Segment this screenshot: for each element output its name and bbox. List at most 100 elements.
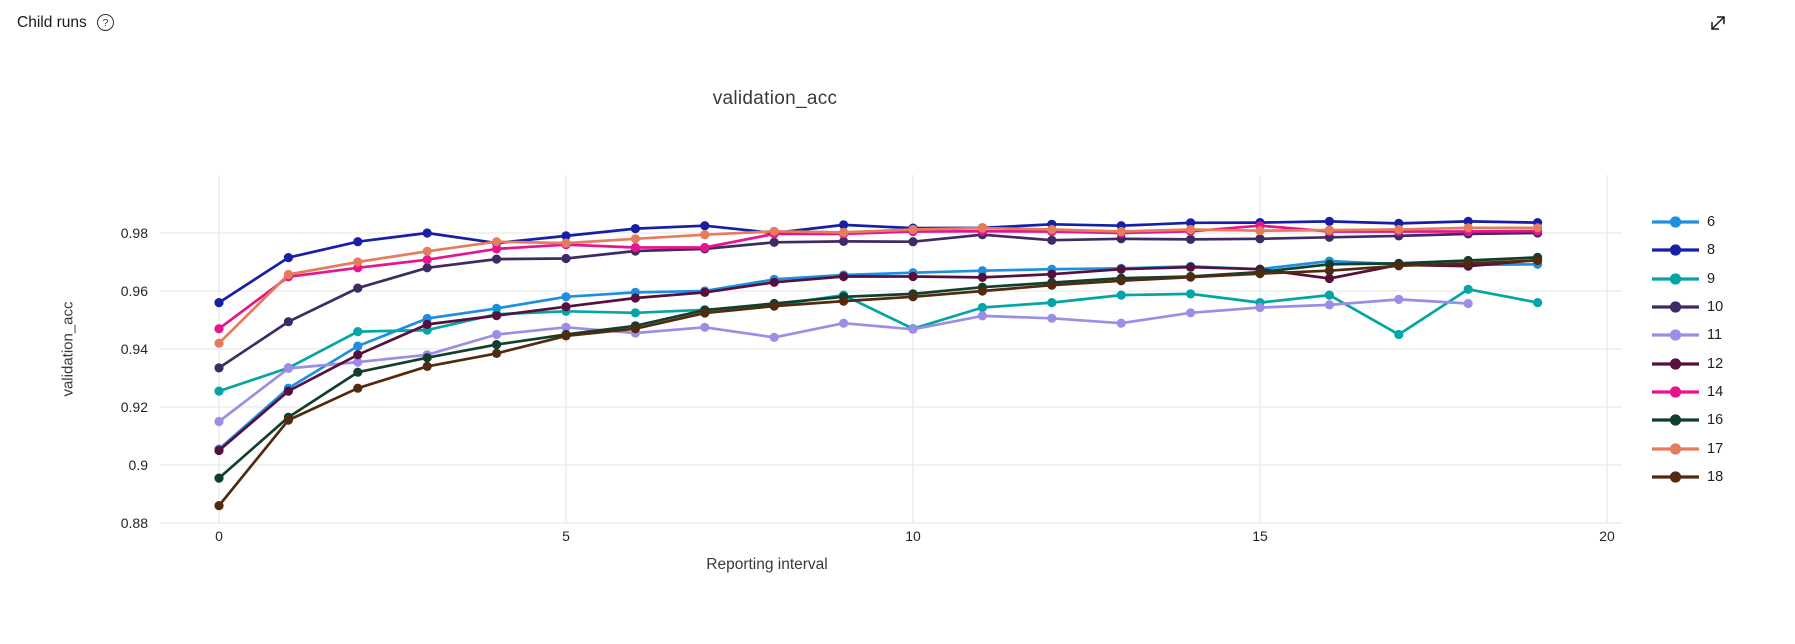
series-marker-18[interactable] (1186, 272, 1196, 282)
series-marker-9[interactable] (1116, 290, 1126, 300)
series-marker-17[interactable] (1463, 223, 1473, 233)
series-marker-10[interactable] (353, 283, 363, 293)
series-marker-16[interactable] (214, 473, 224, 483)
series-marker-18[interactable] (1463, 258, 1473, 268)
series-line-11[interactable] (217, 298, 1470, 423)
legend-item-10[interactable]: 10 (1652, 293, 1723, 321)
series-marker-18[interactable] (353, 383, 363, 393)
series-marker-17[interactable] (977, 223, 988, 233)
series-marker-17[interactable] (769, 226, 779, 236)
series-line-16[interactable] (217, 256, 1539, 480)
series-marker-11[interactable] (1463, 298, 1473, 309)
series-marker-17[interactable] (353, 257, 363, 267)
series-marker-12[interactable] (283, 386, 293, 396)
series-marker-12[interactable] (1324, 273, 1334, 284)
series-marker-9[interactable] (1324, 290, 1334, 300)
series-marker-10[interactable] (422, 263, 432, 273)
legend-item-12[interactable]: 12 (1652, 349, 1723, 377)
series-marker-18[interactable] (561, 331, 571, 341)
series-marker-18[interactable] (1047, 280, 1057, 290)
series-marker-12[interactable] (422, 319, 432, 329)
series-marker-12[interactable] (353, 350, 363, 360)
series-marker-18[interactable] (977, 286, 988, 296)
series-marker-9[interactable] (1394, 329, 1404, 340)
series-marker-17[interactable] (492, 237, 502, 247)
help-icon[interactable]: ? (97, 14, 114, 31)
series-marker-8[interactable] (1463, 216, 1473, 226)
series-marker-18[interactable] (1116, 276, 1126, 286)
series-marker-17[interactable] (908, 224, 918, 235)
series-marker-6[interactable] (977, 266, 988, 276)
series-marker-10[interactable] (561, 253, 571, 264)
legend-item-8[interactable]: 8 (1652, 236, 1723, 264)
series-marker-12[interactable] (977, 272, 988, 282)
series-line-12[interactable] (217, 258, 1539, 452)
series-line-6[interactable] (217, 259, 1539, 451)
series-marker-18[interactable] (630, 324, 641, 334)
series-marker-10[interactable] (214, 363, 224, 373)
legend-item-18[interactable]: 18 (1652, 463, 1723, 491)
series-marker-8[interactable] (214, 298, 224, 308)
series-marker-11[interactable] (1255, 302, 1265, 313)
series-marker-18[interactable] (908, 292, 918, 302)
series-marker-12[interactable] (1047, 269, 1057, 279)
series-marker-8[interactable] (1186, 218, 1196, 228)
series-marker-9[interactable] (1186, 289, 1196, 299)
series-marker-8[interactable] (1324, 216, 1334, 226)
series-marker-12[interactable] (561, 302, 571, 312)
legend-item-17[interactable]: 17 (1652, 434, 1723, 462)
series-marker-8[interactable] (353, 237, 363, 247)
series-marker-8[interactable] (700, 221, 710, 231)
series-marker-11[interactable] (700, 322, 710, 332)
series-marker-16[interactable] (492, 340, 502, 350)
legend-item-16[interactable]: 16 (1652, 406, 1723, 434)
series-marker-18[interactable] (839, 296, 849, 306)
series-marker-12[interactable] (1116, 264, 1126, 274)
series-marker-18[interactable] (422, 361, 432, 371)
series-marker-8[interactable] (422, 228, 432, 238)
series-marker-10[interactable] (1047, 235, 1057, 245)
series-marker-14[interactable] (214, 324, 224, 334)
series-marker-6[interactable] (561, 292, 571, 302)
series-marker-9[interactable] (1463, 284, 1473, 294)
series-marker-18[interactable] (214, 501, 224, 511)
series-marker-18[interactable] (1533, 255, 1543, 266)
series-marker-9[interactable] (353, 327, 363, 337)
series-marker-11[interactable] (977, 311, 988, 321)
series-marker-11[interactable] (1186, 308, 1196, 318)
series-marker-10[interactable] (1255, 234, 1265, 244)
series-marker-14[interactable] (630, 242, 641, 253)
series-marker-18[interactable] (1324, 266, 1334, 276)
series-marker-11[interactable] (283, 363, 293, 373)
series-marker-17[interactable] (700, 230, 710, 240)
series-line-17[interactable] (217, 226, 1539, 345)
series-marker-17[interactable] (422, 246, 432, 256)
series-marker-18[interactable] (492, 348, 502, 358)
series-marker-10[interactable] (908, 237, 918, 247)
series-marker-11[interactable] (353, 357, 363, 367)
series-marker-10[interactable] (283, 317, 293, 327)
series-marker-18[interactable] (283, 415, 293, 425)
series-marker-17[interactable] (283, 269, 293, 280)
series-marker-16[interactable] (1324, 259, 1334, 269)
series-marker-12[interactable] (214, 445, 224, 456)
series-marker-10[interactable] (1186, 234, 1196, 244)
series-marker-17[interactable] (1047, 224, 1057, 235)
series-marker-17[interactable] (1186, 224, 1196, 235)
series-line-9[interactable] (217, 287, 1539, 393)
series-marker-17[interactable] (561, 238, 571, 248)
series-marker-9[interactable] (977, 302, 988, 313)
series-marker-11[interactable] (769, 332, 779, 342)
series-marker-17[interactable] (1394, 224, 1404, 235)
series-marker-17[interactable] (630, 234, 641, 244)
series-marker-18[interactable] (1394, 261, 1404, 271)
series-marker-12[interactable] (630, 293, 641, 303)
series-marker-14[interactable] (492, 244, 502, 254)
series-marker-9[interactable] (214, 386, 224, 396)
series-marker-12[interactable] (839, 271, 849, 282)
series-marker-12[interactable] (1186, 262, 1196, 272)
series-marker-12[interactable] (492, 311, 502, 321)
series-marker-17[interactable] (214, 338, 224, 348)
series-marker-8[interactable] (561, 231, 571, 241)
